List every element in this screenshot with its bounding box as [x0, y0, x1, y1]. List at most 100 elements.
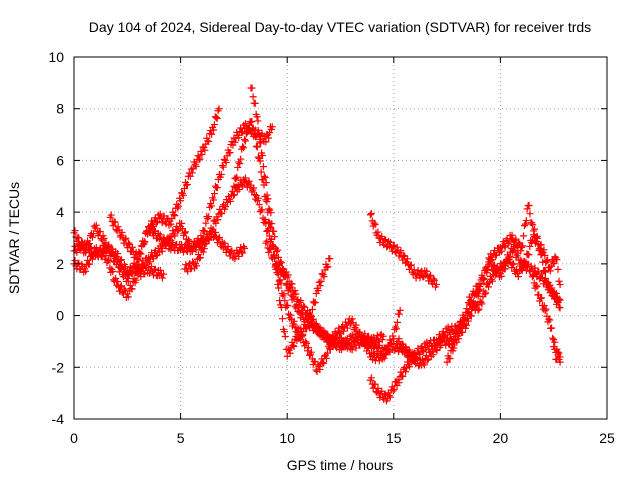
data-point: [253, 113, 261, 121]
data-point: [235, 134, 243, 142]
data-point: [521, 220, 529, 228]
data-point: [485, 283, 493, 291]
data-point: [324, 263, 332, 271]
data-point: [521, 262, 529, 270]
data-point: [240, 144, 248, 152]
data-point: [389, 387, 397, 395]
data-point: [380, 354, 388, 362]
data-point: [519, 242, 527, 250]
data-point: [158, 247, 166, 255]
data-point: [378, 336, 386, 344]
series-track-o: [550, 343, 564, 366]
data-point: [180, 191, 188, 199]
data-point: [549, 334, 557, 342]
data-point: [268, 123, 276, 131]
data-point: [525, 201, 533, 209]
data-point: [541, 268, 549, 276]
data-point: [248, 117, 256, 125]
data-point: [202, 239, 210, 247]
data-point: [105, 256, 113, 264]
data-point: [267, 223, 275, 231]
data-point: [361, 330, 369, 338]
data-point: [497, 272, 505, 280]
data-point: [163, 237, 171, 245]
data-point: [548, 324, 556, 332]
data-point: [533, 283, 541, 291]
series-track-m: [464, 225, 564, 312]
data-point: [128, 243, 136, 251]
series-track-c: [70, 244, 168, 301]
data-point: [217, 170, 225, 178]
data-point: [288, 280, 296, 288]
data-point: [541, 275, 549, 283]
data-point: [371, 380, 379, 388]
plot-frame: [73, 56, 608, 420]
data-point: [554, 265, 562, 273]
data-point: [256, 157, 264, 165]
data-point: [552, 254, 560, 262]
data-point: [178, 219, 186, 227]
data-point: [286, 349, 294, 357]
data-point: [508, 231, 516, 239]
data-point: [500, 242, 508, 250]
series-track-h: [262, 237, 387, 354]
data-point: [248, 84, 256, 92]
data-point: [318, 326, 326, 334]
data-point: [337, 346, 345, 354]
data-point: [415, 349, 423, 357]
data-point: [478, 300, 486, 308]
data-point: [259, 151, 267, 159]
data-point: [300, 302, 308, 310]
data-point: [287, 311, 295, 319]
data-point: [397, 247, 405, 255]
data-point: [192, 162, 200, 170]
data-point: [399, 372, 407, 380]
data-point: [188, 169, 196, 177]
data-point: [475, 305, 483, 313]
data-point: [196, 155, 204, 163]
data-point: [445, 340, 453, 348]
data-point: [128, 285, 136, 293]
data-point: [86, 260, 94, 268]
data-point: [506, 253, 514, 261]
data-point: [188, 247, 196, 255]
data-point: [480, 274, 488, 282]
data-point: [175, 202, 183, 210]
data-point: [290, 342, 298, 350]
data-point: [241, 244, 249, 252]
data-point: [117, 256, 125, 264]
data-point: [508, 264, 516, 272]
data-point: [371, 340, 379, 348]
data-point: [402, 368, 410, 376]
data-point: [226, 149, 234, 157]
data-point: [199, 248, 207, 256]
data-point: [256, 138, 264, 146]
data-point: [198, 151, 206, 159]
data-point: [212, 113, 220, 121]
y-tick-label: 6: [56, 152, 64, 168]
data-point: [208, 130, 216, 138]
data-point: [366, 211, 374, 219]
data-point: [105, 241, 113, 249]
data-point: [218, 162, 226, 170]
data-point: [265, 218, 273, 226]
data-point: [484, 265, 492, 273]
data-point: [320, 273, 328, 281]
data-point: [278, 315, 286, 323]
data-point: [531, 225, 539, 233]
data-point: [543, 257, 551, 265]
data-point: [522, 258, 530, 266]
data-point: [156, 210, 164, 218]
data-point: [474, 306, 482, 314]
data-point: [210, 196, 218, 204]
data-point: [200, 227, 208, 235]
data-point: [204, 235, 212, 243]
data-point: [295, 325, 303, 333]
data-point: [192, 262, 200, 270]
data-point: [252, 142, 260, 150]
data-point: [432, 345, 440, 353]
data-point: [254, 117, 262, 125]
data-point: [309, 315, 317, 323]
data-point: [114, 223, 122, 231]
y-tick-label: 4: [56, 204, 64, 220]
